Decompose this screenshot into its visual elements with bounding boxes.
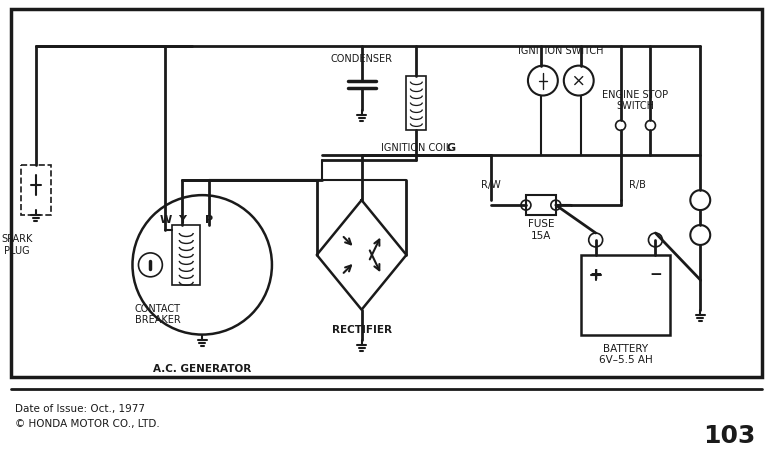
Bar <box>172 225 200 285</box>
Bar <box>526 195 556 215</box>
Bar <box>581 255 671 335</box>
Text: A.C. GENERATOR: A.C. GENERATOR <box>153 364 251 375</box>
Text: BATTERY
6V–5.5 AH: BATTERY 6V–5.5 AH <box>599 344 652 365</box>
Text: ENGINE STOP
SWITCH: ENGINE STOP SWITCH <box>602 90 668 111</box>
Text: R/W: R/W <box>481 180 501 190</box>
Text: W: W <box>159 215 172 225</box>
Text: Y: Y <box>179 215 186 225</box>
Bar <box>407 76 427 130</box>
Text: −: − <box>649 267 662 282</box>
Text: SPARK
PLUG: SPARK PLUG <box>2 234 32 256</box>
Text: FUSE
15A: FUSE 15A <box>527 219 554 241</box>
Text: Date of Issue: Oct., 1977: Date of Issue: Oct., 1977 <box>15 404 145 414</box>
Text: CONTACT
BREAKER: CONTACT BREAKER <box>135 304 180 325</box>
Text: P: P <box>205 215 213 225</box>
Text: IGNITION SWITCH: IGNITION SWITCH <box>518 46 604 56</box>
Text: RECTIFIER: RECTIFIER <box>332 325 392 335</box>
Bar <box>21 165 51 215</box>
Text: 103: 103 <box>703 424 755 448</box>
Text: G: G <box>447 143 456 153</box>
Text: +: + <box>589 267 602 282</box>
Text: IGNITION COIL: IGNITION COIL <box>381 143 451 153</box>
Text: © HONDA MOTOR CO., LTD.: © HONDA MOTOR CO., LTD. <box>15 419 159 429</box>
Bar <box>11 9 762 377</box>
Text: R/B: R/B <box>628 180 645 190</box>
Text: CONDENSER: CONDENSER <box>330 54 393 64</box>
